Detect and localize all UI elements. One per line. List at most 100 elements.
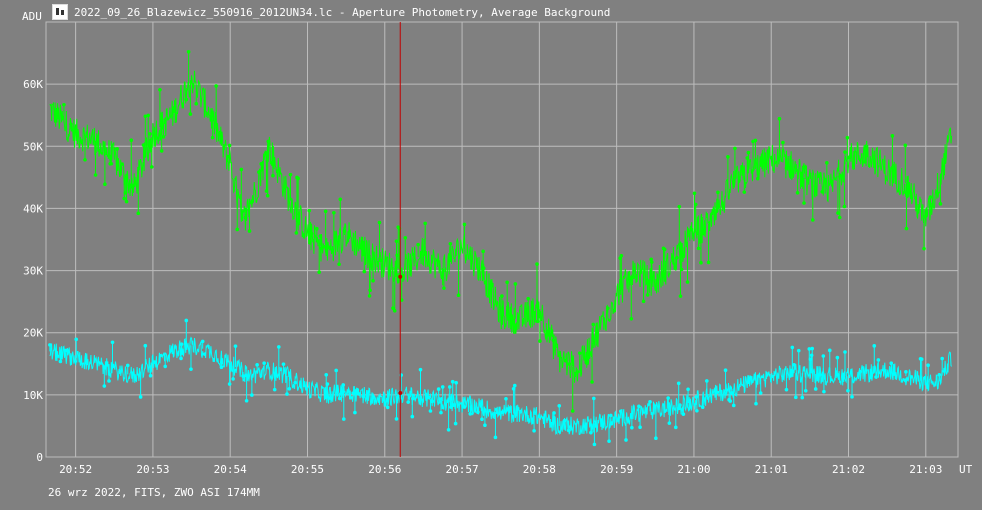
data-point [74,337,79,342]
y-tick-label: 30K [23,265,43,278]
data-point [504,396,508,401]
data-point [796,348,801,353]
data-point [637,404,641,409]
data-point [262,361,266,365]
data-point [109,161,114,166]
data-point [566,428,571,433]
data-point [807,347,812,351]
data-point [818,372,822,377]
data-point [577,351,582,355]
series-line-1 [49,70,953,383]
data-point [143,343,148,348]
data-point [723,368,728,373]
data-point [351,391,355,395]
data-point [641,299,646,304]
data-point [526,296,531,301]
data-point [685,280,690,284]
data-point [69,122,73,127]
data-point [678,294,683,298]
data-point [781,140,785,145]
data-point [454,380,459,385]
data-point [452,403,456,408]
data-point [48,343,52,347]
data-point [794,395,798,400]
data-point [115,147,119,151]
data-point [667,421,672,425]
data-point [846,388,850,393]
data-point [394,417,399,421]
data-point [790,345,795,350]
data-point [677,406,682,411]
data-point [247,229,252,233]
data-point [281,362,286,366]
data-point [666,396,670,400]
data-point [500,294,504,298]
data-point [638,425,642,430]
x-tick-label: 21:02 [832,463,865,476]
data-point [449,405,453,409]
data-point [442,286,446,290]
data-point [186,50,191,54]
data-point [439,410,443,415]
data-point [705,379,709,383]
data-point [654,436,658,441]
data-point [728,399,733,403]
data-point [159,149,164,153]
data-point [538,339,542,343]
data-point [307,208,312,213]
data-point [645,293,650,297]
data-point [403,235,408,240]
data-point [726,155,730,159]
data-point [337,262,341,267]
data-point [125,363,130,368]
data-point [110,340,115,345]
light-curve-app-icon[interactable] [52,4,68,20]
data-point [863,160,867,164]
y-tick-label: 50K [23,140,43,153]
data-point [825,161,829,165]
data-point [695,408,699,413]
data-point [518,409,523,414]
data-point [742,190,747,194]
series-line-2 [49,336,952,436]
data-point [777,116,782,121]
data-point [226,154,230,159]
data-point [843,350,847,354]
data-point [149,165,154,169]
data-point [334,368,338,373]
x-tick-label: 21:03 [909,463,942,476]
data-point [608,413,613,418]
data-point [448,241,453,246]
data-point [872,344,877,348]
data-point [648,400,652,404]
data-point [371,278,375,283]
data-point [362,269,367,274]
data-point [287,386,292,391]
data-point [673,266,677,271]
data-point [179,356,183,361]
data-point [184,97,189,102]
data-point [371,395,376,400]
data-point [803,165,807,169]
data-point [904,370,908,374]
data-point [937,372,942,377]
data-point [535,319,540,324]
data-point [649,257,653,262]
data-point [394,239,399,243]
data-point [143,114,148,119]
data-point [317,270,322,274]
data-point [557,404,562,408]
data-point [103,182,107,186]
data-point [294,231,299,235]
data-point [649,260,654,264]
data-point [706,260,711,265]
data-point [681,412,686,416]
data-point [266,139,271,144]
data-point [200,339,205,344]
data-point [481,249,485,254]
data-point [468,412,473,416]
data-point [399,298,404,302]
data-point [148,373,153,378]
data-point [462,222,467,227]
